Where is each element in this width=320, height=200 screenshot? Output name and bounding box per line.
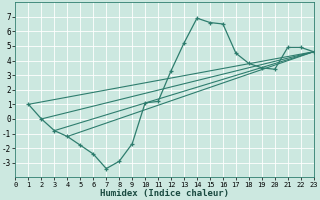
X-axis label: Humidex (Indice chaleur): Humidex (Indice chaleur): [100, 189, 229, 198]
